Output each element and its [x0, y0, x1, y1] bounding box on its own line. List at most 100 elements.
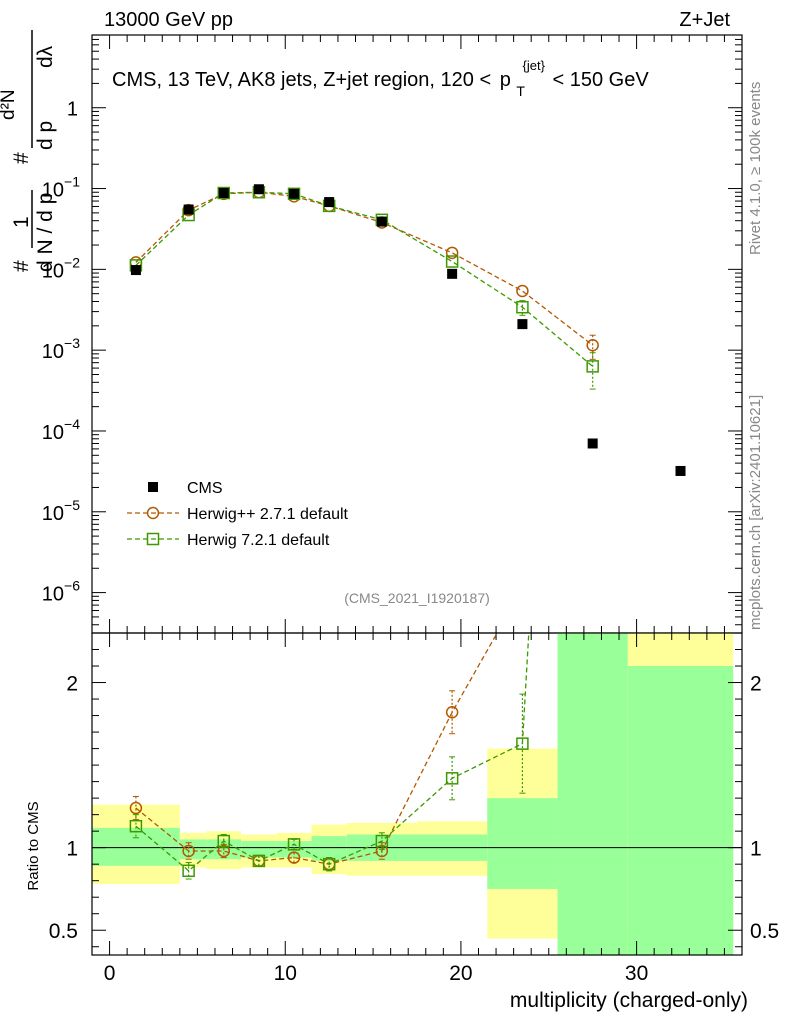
- ratio-point: [252, 854, 266, 868]
- x-ticks: [91, 35, 743, 955]
- data-point: [447, 268, 458, 279]
- tick-base: 10: [42, 180, 64, 202]
- ratio-frame: [91, 632, 743, 956]
- ratio-y-tick-label-left: 2: [66, 673, 78, 696]
- ratio-y-tick-label-right: 0.5: [750, 920, 779, 943]
- tick-base: 10: [42, 260, 64, 282]
- ylabel-one: 1: [10, 216, 33, 228]
- ratio-series-1: [129, 633, 530, 880]
- ylabel-dlam: dλ: [34, 45, 57, 68]
- title-pt-sub: T: [516, 83, 525, 99]
- mc-point: [217, 186, 231, 200]
- data-point: [587, 438, 598, 449]
- title-jet-sup: {jet}: [523, 58, 546, 73]
- data-point: [324, 197, 335, 208]
- ratio-line: [135, 633, 530, 872]
- ratio-point: [217, 834, 231, 848]
- main-y-ticks: [92, 38, 742, 626]
- title-pt: p: [500, 69, 511, 91]
- main-y-axis-label: # 1 d N / d p # d²N d p dλ: [0, 30, 57, 272]
- legend-entry-label: CMS: [187, 480, 223, 497]
- beam-energy-label: 13000 GeV pp: [104, 9, 233, 31]
- ratio-point: [287, 838, 301, 851]
- ratio-point: [516, 737, 529, 750]
- ratio-y-ticks: [92, 649, 742, 948]
- band-green-10: [627, 666, 734, 955]
- main-y-tick-label: 1: [67, 99, 78, 121]
- band-green-1: [179, 839, 207, 860]
- ylabel-dn: d N / d p: [34, 193, 57, 272]
- band-green-3: [241, 841, 277, 858]
- ratio-point: [445, 772, 459, 785]
- data-point: [517, 319, 528, 330]
- main-y-tick-label: 10−5: [42, 497, 80, 525]
- x-axis-label: multiplicity (charged-only): [510, 989, 748, 1012]
- band-green-0: [92, 827, 180, 866]
- ratio-point: [182, 844, 195, 858]
- rivet-version-label: Rivet 4.1.0, ≥ 100k events: [747, 82, 764, 255]
- ylabel-d2n: d²N: [0, 89, 19, 120]
- analysis-id-label: (CMS_2021_I1920187): [344, 590, 490, 606]
- band-green-8: [487, 798, 558, 889]
- data-series: [130, 184, 686, 476]
- tick-exponent: −2: [64, 254, 80, 270]
- ratio-panel: 0 10 20 30 0.5 0.5 1 1 2 2: [49, 35, 779, 985]
- x-tick-label: 0: [104, 962, 116, 985]
- ratio-point: [322, 857, 336, 871]
- legend: CMS Herwig++ 2.7.1 default Herwig 7.2.1 de…: [127, 480, 349, 549]
- data-point: [289, 188, 300, 199]
- tick-base: 10: [42, 584, 64, 606]
- mc-point: [445, 246, 459, 260]
- mc-line: [135, 191, 594, 367]
- mcplots-label: mcplots.cern.ch [arXiv:2401.10621]: [747, 395, 764, 630]
- mc-point: [586, 360, 599, 373]
- tick-base: 10: [42, 422, 64, 444]
- x-tick-label: 20: [449, 962, 472, 985]
- tick-exponent: −6: [64, 578, 80, 594]
- mc-point: [445, 255, 459, 268]
- tick-base: 10: [42, 503, 64, 525]
- ratio-point: [129, 819, 143, 833]
- ratio-y-tick-label-right: 1: [750, 838, 762, 861]
- main-y-tick-label: 10−3: [42, 335, 80, 363]
- main-y-tick-label: 10−1: [42, 174, 80, 202]
- ylabel-hash1: #: [10, 260, 33, 272]
- data-point: [376, 216, 387, 227]
- ratio-series-0: [129, 633, 498, 872]
- ratio-y-tick-label-right: 2: [750, 673, 762, 696]
- legend-entry-label: Herwig++ 2.7.1 default: [187, 506, 349, 523]
- title-end: < 150 GeV: [552, 69, 649, 91]
- process-label: Z+Jet: [679, 9, 730, 31]
- data-point: [183, 204, 194, 215]
- mc-point: [516, 300, 529, 314]
- ylabel-hash2: #: [10, 152, 33, 164]
- ratio-point: [445, 706, 459, 719]
- tick-exponent: −5: [64, 497, 80, 513]
- data-point: [218, 188, 229, 199]
- ratio-point: [217, 844, 231, 858]
- tick-exponent: −1: [64, 174, 80, 190]
- data-point: [253, 184, 264, 195]
- tick-exponent: −4: [64, 416, 80, 432]
- ratio-line: [135, 633, 498, 865]
- main-y-tick-label: 10−6: [42, 578, 80, 606]
- ratio-point: [129, 801, 143, 815]
- uncertainty-bands: [92, 633, 734, 955]
- data-point: [130, 265, 141, 276]
- tick-base: 10: [42, 341, 64, 363]
- mc-point: [287, 187, 301, 201]
- title-text: CMS, 13 TeV, AK8 jets, Z+jet region, 120…: [112, 69, 491, 91]
- ratio-point: [375, 834, 389, 848]
- legend-marker: [146, 506, 160, 520]
- x-tick-label: 10: [274, 962, 297, 985]
- mc-line: [135, 191, 594, 346]
- data-point: [675, 465, 686, 476]
- ylabel-dpt: d p: [34, 121, 57, 150]
- main-y-tick-label: 10−4: [42, 416, 80, 444]
- band-green-5: [311, 836, 347, 861]
- x-tick-label: 30: [625, 962, 648, 985]
- main-y-tick-label: 10−2: [42, 254, 80, 282]
- mc-series-0: [129, 185, 599, 360]
